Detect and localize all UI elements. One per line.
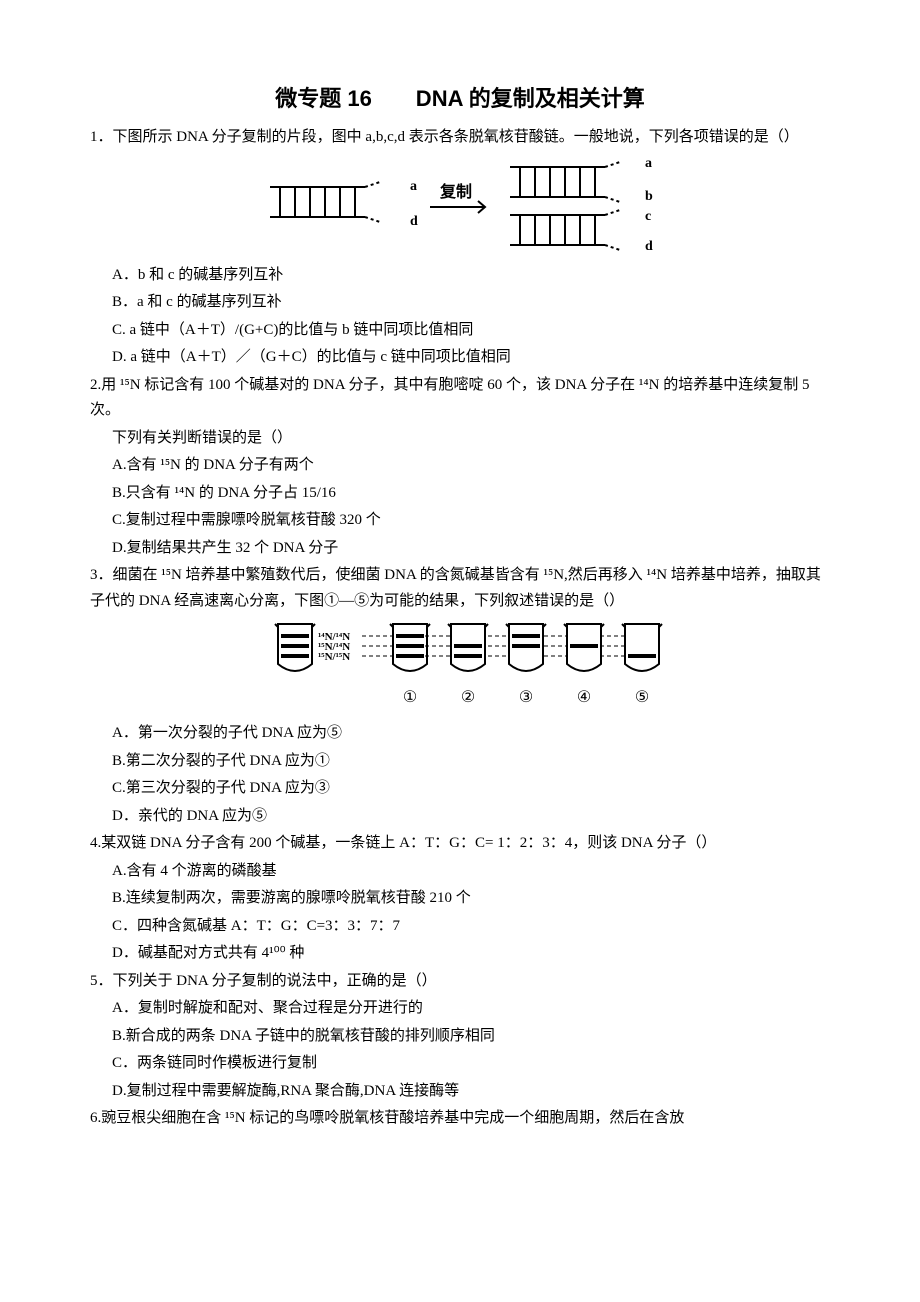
svg-text:d: d: [645, 239, 653, 254]
q3-opt-a: A．第一次分裂的子代 DNA 应为⑤: [112, 721, 830, 747]
q6-stem: 6.豌豆根尖细胞在含 ¹⁵N 标记的鸟嘌呤脱氧核苷酸培养基中完成一个细胞周期，然…: [90, 1106, 830, 1132]
svg-text:②: ②: [461, 689, 475, 706]
svg-text:¹⁵N/¹⁵N: ¹⁵N/¹⁵N: [318, 651, 350, 663]
q1-figure: a d 复制 a b: [90, 157, 830, 257]
q2-opt-a: A.含有 ¹⁵N 的 DNA 分子有两个: [112, 453, 830, 479]
q2-stem: 2.用 ¹⁵N 标记含有 100 个碱基对的 DNA 分子，其中有胞嘧啶 60 …: [90, 373, 830, 424]
svg-text:④: ④: [577, 689, 591, 706]
q3-opt-b: B.第二次分裂的子代 DNA 应为①: [112, 749, 830, 775]
q5-opt-d: D.复制过程中需要解旋酶,RNA 聚合酶,DNA 连接酶等: [112, 1079, 830, 1105]
q5-opt-b: B.新合成的两条 DNA 子链中的脱氧核苷酸的排列顺序相同: [112, 1024, 830, 1050]
q2-sub: 下列有关判断错误的是（）: [112, 426, 830, 452]
q3-opt-d: D．亲代的 DNA 应为⑤: [112, 804, 830, 830]
q5-stem: 5．下列关于 DNA 分子复制的说法中，正确的是（）: [90, 969, 830, 995]
svg-text:复制: 复制: [439, 182, 472, 201]
svg-text:⑤: ⑤: [635, 689, 649, 706]
svg-text:a: a: [410, 179, 417, 194]
svg-text:b: b: [645, 189, 653, 204]
svg-text:d: d: [410, 214, 418, 229]
q1-opt-c: C. a 链中（A＋T）/(G+C)的比值与 b 链中同项比值相同: [112, 318, 830, 344]
q1-stem: 1．下图所示 DNA 分子复制的片段，图中 a,b,c,d 表示各条脱氧核苷酸链…: [90, 125, 830, 151]
q2-opt-b: B.只含有 ¹⁴N 的 DNA 分子占 15/16: [112, 481, 830, 507]
q1-opt-a: A．b 和 c 的碱基序列互补: [112, 263, 830, 289]
q1-opt-b: B．a 和 c 的碱基序列互补: [112, 290, 830, 316]
svg-text:c: c: [645, 209, 651, 224]
q4-opt-a: A.含有 4 个游离的磷酸基: [112, 859, 830, 885]
page-title: 微专题 16 DNA 的复制及相关计算: [90, 80, 830, 117]
q4-opt-b: B.连续复制两次，需要游离的腺嘌呤脱氧核苷酸 210 个: [112, 886, 830, 912]
q4-opt-d: D．碱基配对方式共有 4¹⁰⁰ 种: [112, 941, 830, 967]
svg-text:a: a: [645, 157, 652, 171]
svg-text:③: ③: [519, 689, 533, 706]
svg-text:①: ①: [403, 689, 417, 706]
q5-opt-a: A．复制时解旋和配对、聚合过程是分开进行的: [112, 996, 830, 1022]
q4-opt-c: C．四种含氮碱基 A：T：G：C=3：3：7：7: [112, 914, 830, 940]
q4-stem: 4.某双链 DNA 分子含有 200 个碱基，一条链上 A：T：G：C= 1：2…: [90, 831, 830, 857]
q2-opt-d: D.复制结果共产生 32 个 DNA 分子: [112, 536, 830, 562]
q1-opt-d: D. a 链中（A＋T）／（G＋C）的比值与 c 链中同项比值相同: [112, 345, 830, 371]
q3-stem: 3．细菌在 ¹⁵N 培养基中繁殖数代后，使细菌 DNA 的含氮碱基皆含有 ¹⁵N…: [90, 563, 830, 614]
q3-figure: ¹⁴N/¹⁴N¹⁵N/¹⁴N¹⁵N/¹⁵N①②③④⑤: [90, 620, 830, 715]
q5-opt-c: C．两条链同时作模板进行复制: [112, 1051, 830, 1077]
q2-opt-c: C.复制过程中需腺嘌呤脱氧核苷酸 320 个: [112, 508, 830, 534]
q3-opt-c: C.第三次分裂的子代 DNA 应为③: [112, 776, 830, 802]
